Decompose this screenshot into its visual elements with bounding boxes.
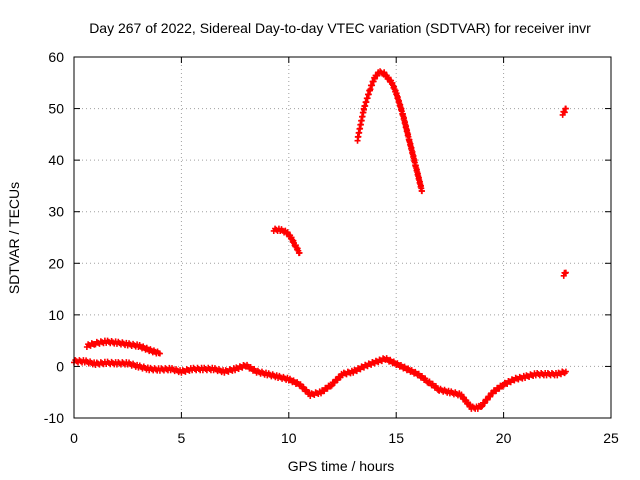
y-axis-label: SDTVAR / TECUs [6, 182, 22, 294]
y-tick-label: 10 [48, 307, 64, 323]
data-points [71, 68, 569, 412]
series-arc-mid [270, 225, 303, 257]
data-point [418, 188, 425, 195]
x-tick-label: 0 [70, 430, 78, 446]
series-arc-peak [354, 68, 425, 195]
y-tick-label: 30 [48, 204, 64, 220]
y-tick-label: 0 [56, 358, 64, 374]
data-point [562, 269, 569, 276]
y-tick-label: -10 [44, 410, 64, 426]
x-tick-label: 20 [496, 430, 512, 446]
axis-ticks: 0 5 10 15 20 25 -10 0 10 20 30 40 50 60 [44, 49, 619, 446]
chart-title: Day 267 of 2022, Sidereal Day-to-day VTE… [89, 20, 591, 36]
data-point [479, 403, 486, 410]
series-isolated-50 [559, 105, 569, 118]
x-tick-label: 15 [388, 430, 404, 446]
x-tick-label: 5 [178, 430, 186, 446]
data-point [487, 393, 494, 400]
series-arc-low [71, 355, 569, 412]
y-tick-label: 40 [48, 152, 64, 168]
x-tick-label: 25 [603, 430, 619, 446]
data-point [562, 368, 569, 375]
data-point [328, 382, 335, 389]
data-point [156, 350, 163, 357]
data-point [371, 75, 378, 82]
data-point [296, 249, 303, 256]
x-axis-label: GPS time / hours [288, 458, 395, 474]
data-point [334, 377, 341, 384]
series-isolated-18 [560, 269, 569, 279]
y-tick-label: 60 [48, 49, 64, 65]
data-point [331, 379, 338, 386]
data-point [484, 396, 491, 403]
data-point [562, 105, 569, 112]
x-tick-label: 10 [281, 430, 297, 446]
grid [74, 57, 611, 418]
series-arc-early [83, 337, 163, 357]
plot-frame [73, 56, 612, 419]
data-point [481, 400, 488, 407]
y-tick-label: 20 [48, 255, 64, 271]
y-tick-label: 50 [48, 101, 64, 117]
